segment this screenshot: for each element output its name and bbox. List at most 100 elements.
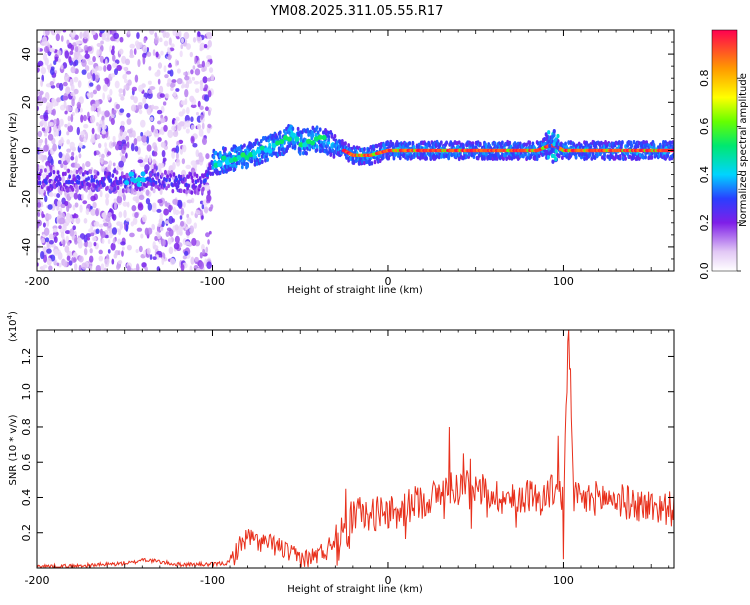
spectrogram-cell xyxy=(194,88,200,94)
spectrogram-cell xyxy=(206,194,212,202)
spectrogram-cell xyxy=(39,90,44,96)
spectrogram-cell xyxy=(185,106,190,115)
spectrogram-cell xyxy=(121,250,124,257)
spectrogram-cell xyxy=(144,164,150,172)
spectrogram-blob xyxy=(140,171,146,177)
spectrogram-cell xyxy=(398,155,402,161)
snr-x-tick-label: 0 xyxy=(384,574,391,587)
spectrogram-cell xyxy=(175,151,179,160)
spectrogram-cell xyxy=(112,141,117,147)
spectrogram-cell xyxy=(92,201,97,209)
spectrogram-x-ticks: -200 -100 0 100 xyxy=(25,30,670,288)
spectrogram-cell xyxy=(340,139,344,144)
spectrogram-cell xyxy=(73,253,78,257)
spectrogram-cell xyxy=(628,154,632,159)
spectrogram-cell xyxy=(80,114,84,123)
spectrogram-cell xyxy=(151,169,155,174)
spectrogram-cell xyxy=(201,137,207,145)
spectrogram-cell xyxy=(92,183,96,188)
spectrogram-cell xyxy=(175,158,181,167)
spectrogram-cell xyxy=(146,51,152,57)
spectrogram-y-tick-label: -20 xyxy=(20,190,33,208)
spectrogram-cell xyxy=(37,180,40,186)
spectrogram-cell xyxy=(149,254,153,261)
spectrogram-cell xyxy=(173,120,178,126)
spectrogram-cell xyxy=(41,211,44,219)
spectrogram-cell xyxy=(38,139,44,144)
spectrogram-cell xyxy=(133,96,138,104)
spectrogram-cell xyxy=(330,134,334,139)
spectrogram-cell xyxy=(194,68,201,76)
spectrogram-cell xyxy=(199,179,203,185)
spectrogram-cell xyxy=(70,30,76,38)
spectrogram-cell xyxy=(255,161,259,166)
spectrogram-cell xyxy=(235,160,239,166)
spectrogram-cell xyxy=(58,82,64,91)
spectrogram-cell xyxy=(41,127,46,132)
spectrogram-cell xyxy=(240,164,244,170)
spectrogram-cell xyxy=(207,90,212,98)
spectrogram-cell xyxy=(120,126,125,131)
spectrogram-cell xyxy=(37,99,43,107)
spectrogram-cell xyxy=(93,150,97,156)
spectrogram-cell xyxy=(89,248,93,254)
spectrogram-cell xyxy=(92,178,96,183)
spectrogram-y-label: Frequency (Hz) xyxy=(8,112,19,188)
spectrogram-cell xyxy=(106,94,111,101)
spectrogram-cell xyxy=(126,244,132,251)
spectrogram-cell xyxy=(86,170,89,176)
spectrogram-cell xyxy=(116,185,120,191)
spectrogram-cell xyxy=(136,104,143,110)
spectrogram-cell xyxy=(301,150,305,156)
spectrogram-cell xyxy=(327,140,331,145)
spectrogram-cell xyxy=(109,178,113,183)
spectrogram-cell xyxy=(531,141,535,146)
spectrogram-cell xyxy=(153,128,159,137)
spectrogram-cell xyxy=(190,160,197,167)
spectrogram-cell xyxy=(64,50,70,59)
spectrogram-cell xyxy=(185,190,188,195)
spectrogram-cell xyxy=(162,239,166,247)
spectrogram-cell xyxy=(318,127,322,132)
spectrogram-cell xyxy=(56,193,61,198)
spectrogram-cell xyxy=(142,214,147,223)
spectrogram-cell xyxy=(223,169,226,174)
spectrogram-cell xyxy=(278,151,282,157)
spectrogram-blob xyxy=(244,155,250,161)
spectrogram-cell xyxy=(77,104,81,110)
spectrogram-cell xyxy=(186,217,192,225)
spectrogram-cell xyxy=(129,232,135,238)
spectrogram-cell xyxy=(62,95,69,101)
spectrogram-cell xyxy=(53,249,59,256)
spectrogram-cell xyxy=(165,231,170,237)
spectrogram-cell xyxy=(624,156,627,161)
spectrogram-cell xyxy=(412,145,416,150)
spectrogram-cell xyxy=(118,48,124,55)
spectrogram-blob xyxy=(321,134,327,141)
spectrogram-cell xyxy=(195,209,201,215)
spectrogram-cell xyxy=(72,57,76,62)
spectrogram-cell xyxy=(185,43,191,50)
spectrogram-cell xyxy=(174,235,180,244)
spectrogram-cell xyxy=(157,78,161,85)
spectrogram-cell xyxy=(106,185,109,191)
spectrogram-cell xyxy=(445,140,448,145)
spectrogram-cell xyxy=(85,188,88,193)
spectrogram-cell xyxy=(147,130,152,136)
spectrogram-cell xyxy=(306,146,309,151)
spectrogram-cell xyxy=(98,249,103,255)
spectrogram-cell xyxy=(127,188,131,193)
spectrogram-cell xyxy=(150,186,154,191)
spectrogram-cell xyxy=(67,125,74,133)
spectrogram-cell xyxy=(172,30,177,36)
spectrogram-cell xyxy=(195,187,199,192)
spectrogram-cell xyxy=(298,151,302,156)
spectrogram-cell xyxy=(196,123,202,130)
spectrogram-cell xyxy=(136,32,140,40)
spectrogram-cell xyxy=(72,61,77,67)
spectrogram-cell xyxy=(166,174,169,179)
snr-y-tick-label: 1.2 xyxy=(20,348,33,366)
spectrogram-cell xyxy=(113,198,117,203)
spectrogram-cell xyxy=(621,140,624,145)
